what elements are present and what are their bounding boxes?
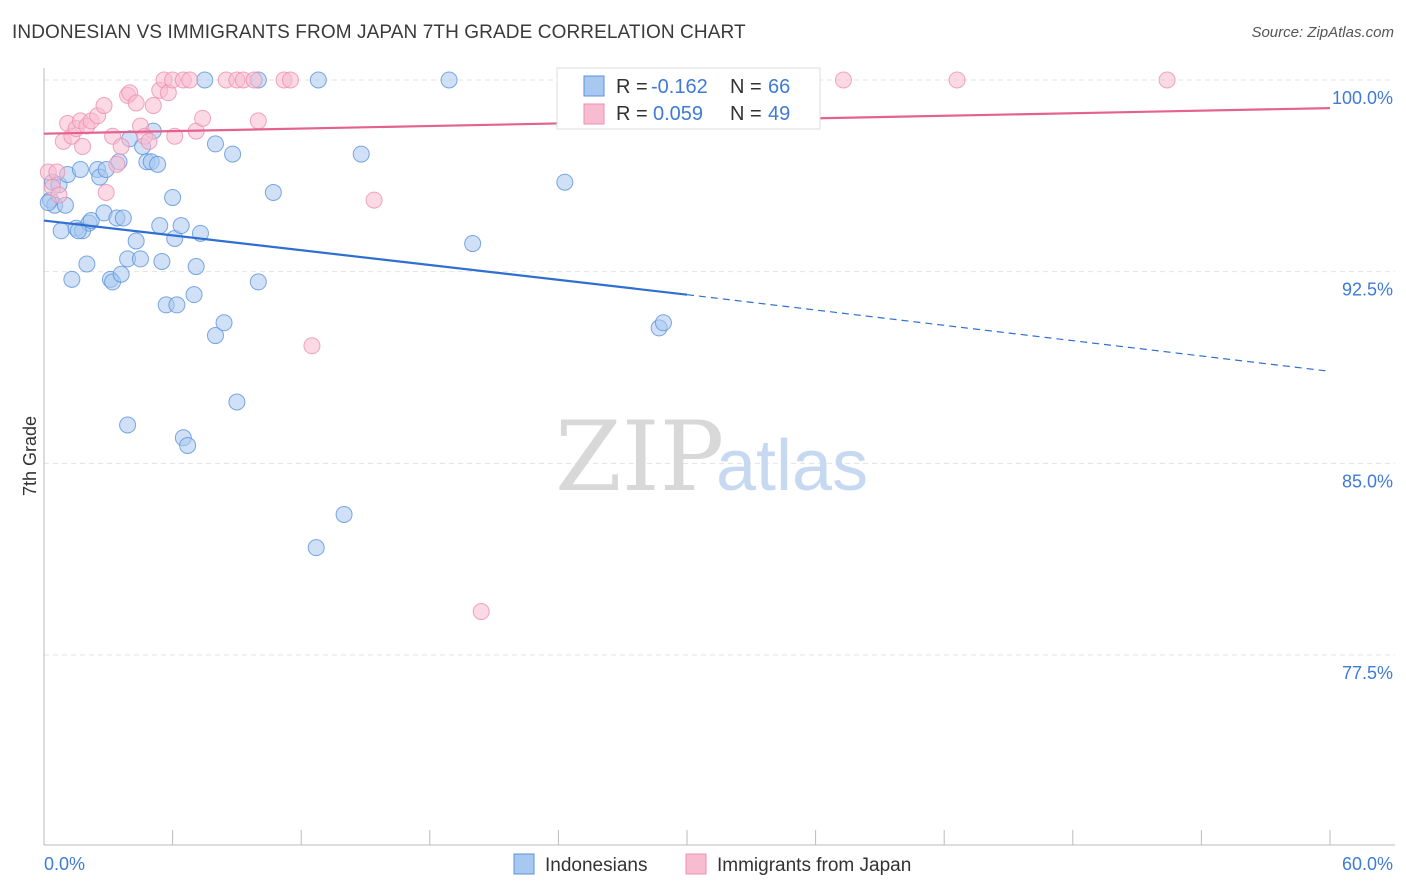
japan-immigrant-point: [108, 155, 126, 173]
japan-immigrant-point: [144, 97, 162, 115]
japan-immigrant-point: [249, 112, 267, 130]
japan-immigrant-point: [1158, 71, 1176, 89]
japan-immigrant-point: [181, 71, 199, 89]
indonesians-trend-line: [43, 219, 688, 296]
indonesian-point: [131, 250, 149, 268]
indonesian-point: [168, 296, 186, 314]
japan-immigrant-point: [365, 191, 383, 209]
indonesian-point: [63, 270, 81, 288]
bottom-legend-label-japan: Immigrants from Japan: [717, 855, 911, 876]
japan-immigrant-point: [281, 71, 299, 89]
indonesian-point: [206, 327, 224, 345]
indonesian-point: [249, 273, 267, 291]
grid-lines: [44, 79, 1395, 656]
legend-r-label-2: R =: [616, 103, 648, 125]
indonesian-point: [556, 173, 574, 191]
indonesian-point: [149, 155, 167, 173]
bottom-legend-swatch-japan: [685, 853, 707, 875]
y-tick-label: 100.0%: [1332, 88, 1393, 108]
japan-immigrant-point: [74, 137, 92, 155]
indonesian-point: [172, 217, 190, 235]
y-tick-label: 85.0%: [1342, 471, 1393, 491]
source-credit: Source: ZipAtlas.com: [1251, 24, 1394, 41]
bottom-legend-swatch-indonesians: [513, 853, 535, 875]
japan-immigrant-point: [112, 137, 130, 155]
indonesian-point: [224, 145, 242, 163]
japan-immigrant-point: [472, 603, 490, 621]
data-points: [39, 71, 1176, 621]
x-tick-label-max: 60.0%: [1342, 854, 1393, 874]
y-tick-labels: 100.0% 92.5% 85.0% 77.5%: [1332, 88, 1393, 683]
indonesian-point: [114, 209, 132, 227]
indonesian-point: [71, 160, 89, 178]
indonesian-point: [151, 217, 169, 235]
indonesian-point: [228, 393, 246, 411]
legend-n-label-2: N =: [730, 103, 762, 125]
chart-title: INDONESIAN VS IMMIGRANTS FROM JAPAN 7TH …: [12, 22, 746, 43]
indonesian-point: [335, 505, 353, 523]
japan-immigrant-point: [948, 71, 966, 89]
indonesian-point: [127, 232, 145, 250]
indonesian-point: [112, 265, 130, 283]
indonesian-point: [309, 71, 327, 89]
y-tick-label: 77.5%: [1342, 663, 1393, 683]
legend-r-value-2: 0.059: [653, 103, 703, 125]
indonesian-point: [307, 539, 325, 557]
bottom-legend-label-indonesians: Indonesians: [545, 855, 647, 876]
japan-immigrant-point: [48, 163, 66, 181]
indonesian-point: [179, 436, 197, 454]
indonesian-point: [264, 183, 282, 201]
indonesians-trend-extension: [686, 294, 1331, 372]
indonesian-point: [185, 286, 203, 304]
indonesian-point: [153, 252, 171, 270]
indonesian-point: [187, 258, 205, 276]
indonesian-point: [352, 145, 370, 163]
legend-swatch-indonesians: [583, 75, 605, 97]
japan-immigrant-point: [97, 183, 115, 201]
legend-n-value-1: 66: [768, 76, 790, 98]
top-legend: R = -0.162 N = 66 R = 0.059 N = 49: [556, 67, 821, 130]
indonesian-point: [69, 222, 87, 240]
indonesian-point: [464, 235, 482, 253]
japan-immigrant-point: [303, 337, 321, 355]
indonesian-point: [164, 189, 182, 207]
legend-r-value-1: -0.162: [651, 76, 708, 98]
watermark-atlas: atlas: [716, 426, 868, 506]
bottom-legend: Indonesians Immigrants from Japan: [513, 853, 911, 876]
indonesian-point: [654, 314, 672, 332]
japan-immigrant-point: [245, 71, 263, 89]
japan-immigrant-point: [834, 71, 852, 89]
legend-swatch-japan: [583, 103, 605, 125]
japan-immigrant-point: [127, 94, 145, 112]
japan-immigrant-point: [95, 97, 113, 115]
indonesian-point: [206, 135, 224, 153]
legend-r-label-1: R =: [616, 76, 648, 98]
x-tick-label-min: 0.0%: [44, 854, 85, 874]
legend-n-label-1: N =: [730, 76, 762, 98]
x-axis-ticks: [172, 830, 1331, 845]
watermark-zip: ZIP: [555, 401, 724, 513]
indonesian-point: [196, 71, 214, 89]
indonesian-point: [52, 222, 70, 240]
indonesian-point: [440, 71, 458, 89]
y-axis-label: 7th Grade: [20, 416, 40, 496]
legend-n-value-2: 49: [768, 103, 790, 125]
indonesian-point: [215, 314, 233, 332]
japan-immigrant-point: [194, 109, 212, 127]
japan-immigrant-point: [140, 132, 158, 150]
japan-immigrant-point: [50, 186, 68, 204]
indonesian-point: [78, 255, 96, 273]
y-tick-label: 92.5%: [1342, 280, 1393, 300]
indonesian-point: [119, 416, 137, 434]
